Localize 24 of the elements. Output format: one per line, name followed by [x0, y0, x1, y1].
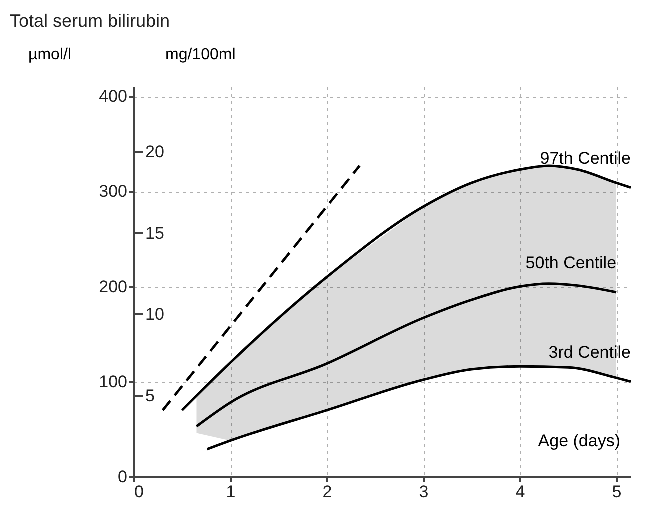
- series-label: 3rd Centile: [548, 342, 631, 362]
- y2-tick-label: 20: [146, 142, 164, 162]
- chart-title: Total serum bilirubin: [10, 11, 170, 31]
- y-tick-label: 100: [99, 372, 128, 392]
- y2-tick-label: 15: [146, 224, 164, 243]
- y-axis-title: µmol/l: [28, 46, 72, 64]
- x-tick-label: 5: [612, 482, 622, 502]
- y-tick-label: 300: [99, 182, 128, 202]
- y-tick-label: 0: [118, 468, 128, 486]
- x-tick-label: 1: [226, 482, 236, 502]
- x-tick-label: 4: [516, 482, 526, 502]
- line-series: [206, 365, 632, 451]
- series-label: 97th Centile: [540, 148, 631, 168]
- x-tick-label: 0: [134, 482, 144, 502]
- y2-axis-title: mg/100ml: [166, 46, 236, 64]
- y2-tick-label: 10: [146, 305, 164, 324]
- line-series: [181, 164, 632, 412]
- x-axis-title: Age (days): [538, 432, 620, 450]
- y2-tick-label: 5: [146, 386, 155, 406]
- x-tick-label: 2: [322, 482, 332, 502]
- x-tick-label: 3: [419, 482, 429, 502]
- series-label: 50th Centile: [526, 253, 617, 272]
- y-tick-label: 400: [99, 87, 128, 106]
- y-tick-label: 200: [99, 277, 128, 296]
